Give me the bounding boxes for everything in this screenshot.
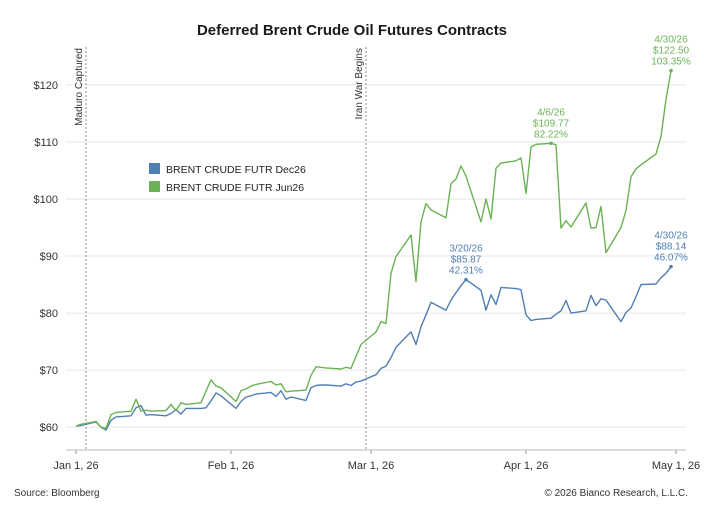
legend-label: BRENT CRUDE FUTR Jun26 — [166, 182, 304, 194]
annotation-label: 4/6/26 — [537, 107, 565, 118]
event-lines: Maduro Captured Iran War Begins — [74, 47, 367, 450]
event-label: Maduro Captured — [74, 48, 85, 126]
copyright-note: © 2026 Bianco Research, L.L.C. — [544, 488, 688, 499]
x-tick-label: Mar 1, 26 — [348, 460, 394, 472]
gridlines — [66, 84, 686, 428]
annotation-point — [464, 277, 468, 282]
annotation-point — [549, 141, 553, 146]
annotation-label: 4/30/26 — [654, 231, 688, 242]
annotation-label: 3/20/26 — [449, 244, 483, 255]
series-line-0 — [75, 266, 672, 431]
event-label: Iran War Begins — [354, 48, 365, 119]
y-tick-label: $90 — [40, 251, 58, 263]
annotation-point — [669, 264, 673, 269]
chart-title: Deferred Brent Crude Oil Futures Contrac… — [196, 22, 508, 39]
y-tick-label: $120 — [34, 80, 58, 92]
y-axis: $60 $70 $80 $90 $100 $110 $120 — [34, 80, 58, 434]
y-tick-label: $80 — [40, 308, 58, 320]
x-tick-label: May 1, 26 — [652, 460, 700, 472]
y-tick-label: $100 — [34, 194, 58, 206]
annotation-label: $85.87 — [451, 255, 482, 266]
annotation-label: $122.50 — [653, 46, 690, 57]
annotation-label: 42.31% — [449, 266, 483, 277]
annotation-label: $109.77 — [533, 118, 570, 129]
x-tick-label: Feb 1, 26 — [208, 460, 254, 472]
series-lines — [75, 70, 672, 431]
y-tick-label: $70 — [40, 365, 58, 377]
legend-swatch — [149, 181, 160, 192]
legend-label: BRENT CRUDE FUTR Dec26 — [166, 164, 306, 176]
x-tick-label: Apr 1, 26 — [504, 460, 549, 472]
annotations: 3/20/26$85.8742.31%4/30/26$88.1446.07%4/… — [449, 35, 691, 282]
legend-swatch — [149, 163, 160, 174]
y-tick-label: $110 — [34, 137, 58, 149]
annotation-label: 4/30/26 — [654, 35, 688, 46]
annotation-label: 82.22% — [534, 129, 568, 140]
y-tick-label: $60 — [40, 422, 58, 434]
annotation-label: 46.07% — [654, 253, 688, 264]
annotation-point — [669, 68, 673, 73]
x-axis: Jan 1, 26 Feb 1, 26 Mar 1, 26 Apr 1, 26 May … — [53, 449, 700, 472]
annotation-label: 103.35% — [651, 57, 691, 68]
source-note: Source: Bloomberg — [14, 488, 100, 499]
legend: BRENT CRUDE FUTR Dec26 BRENT CRUDE FUTR J… — [149, 163, 306, 194]
series-line-1 — [75, 70, 672, 429]
annotation-label: $88.14 — [656, 242, 687, 253]
x-tick-label: Jan 1, 26 — [53, 460, 98, 472]
